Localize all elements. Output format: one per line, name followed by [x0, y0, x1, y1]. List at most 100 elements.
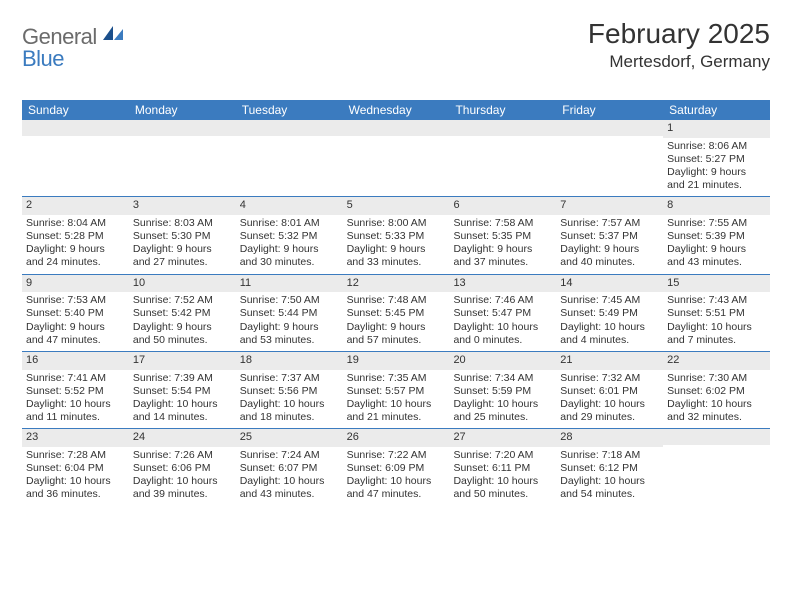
- day-body: Sunrise: 7:34 AMSunset: 5:59 PMDaylight:…: [449, 370, 556, 429]
- sunset-text: Sunset: 6:06 PM: [133, 462, 232, 475]
- sunset-text: Sunset: 5:30 PM: [133, 230, 232, 243]
- weeks-container: 1Sunrise: 8:06 AMSunset: 5:27 PMDaylight…: [22, 120, 770, 505]
- day-cell: 21Sunrise: 7:32 AMSunset: 6:01 PMDayligh…: [556, 352, 663, 428]
- sunrise-text: Sunrise: 7:46 AM: [453, 294, 552, 307]
- sunset-text: Sunset: 6:01 PM: [560, 385, 659, 398]
- sunset-text: Sunset: 5:32 PM: [240, 230, 339, 243]
- day-cell: [663, 429, 770, 505]
- day-number: 10: [129, 275, 236, 293]
- weekday-monday: Monday: [129, 100, 236, 120]
- day-body: Sunrise: 7:37 AMSunset: 5:56 PMDaylight:…: [236, 370, 343, 429]
- day-cell: [22, 120, 129, 196]
- day-number: 20: [449, 352, 556, 370]
- daylight-text: Daylight: 9 hours and 43 minutes.: [667, 243, 766, 269]
- day-cell: 6Sunrise: 7:58 AMSunset: 5:35 PMDaylight…: [449, 197, 556, 273]
- page-header: General February 2025 Mertesdorf, German…: [22, 18, 770, 72]
- daylight-text: Daylight: 10 hours and 0 minutes.: [453, 321, 552, 347]
- day-number: 21: [556, 352, 663, 370]
- day-cell: 27Sunrise: 7:20 AMSunset: 6:11 PMDayligh…: [449, 429, 556, 505]
- sunset-text: Sunset: 5:37 PM: [560, 230, 659, 243]
- day-cell: 15Sunrise: 7:43 AMSunset: 5:51 PMDayligh…: [663, 275, 770, 351]
- day-cell: 20Sunrise: 7:34 AMSunset: 5:59 PMDayligh…: [449, 352, 556, 428]
- daylight-text: Daylight: 10 hours and 11 minutes.: [26, 398, 125, 424]
- day-number: [129, 120, 236, 136]
- day-body: Sunrise: 7:32 AMSunset: 6:01 PMDaylight:…: [556, 370, 663, 429]
- sunrise-text: Sunrise: 7:26 AM: [133, 449, 232, 462]
- day-body: Sunrise: 7:22 AMSunset: 6:09 PMDaylight:…: [343, 447, 450, 506]
- weekday-tuesday: Tuesday: [236, 100, 343, 120]
- day-number: [236, 120, 343, 136]
- daylight-text: Daylight: 9 hours and 37 minutes.: [453, 243, 552, 269]
- day-body: Sunrise: 7:50 AMSunset: 5:44 PMDaylight:…: [236, 292, 343, 351]
- day-cell: [343, 120, 450, 196]
- week-row: 9Sunrise: 7:53 AMSunset: 5:40 PMDaylight…: [22, 274, 770, 351]
- month-title: February 2025: [588, 18, 770, 50]
- calendar-grid: Sunday Monday Tuesday Wednesday Thursday…: [22, 100, 770, 505]
- sunrise-text: Sunrise: 7:52 AM: [133, 294, 232, 307]
- day-number: 18: [236, 352, 343, 370]
- day-cell: 23Sunrise: 7:28 AMSunset: 6:04 PMDayligh…: [22, 429, 129, 505]
- sunset-text: Sunset: 6:09 PM: [347, 462, 446, 475]
- day-cell: 8Sunrise: 7:55 AMSunset: 5:39 PMDaylight…: [663, 197, 770, 273]
- sunset-text: Sunset: 6:07 PM: [240, 462, 339, 475]
- day-cell: 9Sunrise: 7:53 AMSunset: 5:40 PMDaylight…: [22, 275, 129, 351]
- day-cell: 7Sunrise: 7:57 AMSunset: 5:37 PMDaylight…: [556, 197, 663, 273]
- day-body: [663, 445, 770, 451]
- day-body: Sunrise: 7:52 AMSunset: 5:42 PMDaylight:…: [129, 292, 236, 351]
- day-body: Sunrise: 7:46 AMSunset: 5:47 PMDaylight:…: [449, 292, 556, 351]
- sunrise-text: Sunrise: 7:20 AM: [453, 449, 552, 462]
- day-cell: 10Sunrise: 7:52 AMSunset: 5:42 PMDayligh…: [129, 275, 236, 351]
- sunset-text: Sunset: 5:56 PM: [240, 385, 339, 398]
- sunrise-text: Sunrise: 8:04 AM: [26, 217, 125, 230]
- day-cell: 11Sunrise: 7:50 AMSunset: 5:44 PMDayligh…: [236, 275, 343, 351]
- daylight-text: Daylight: 10 hours and 39 minutes.: [133, 475, 232, 501]
- day-number: 8: [663, 197, 770, 215]
- sunset-text: Sunset: 5:57 PM: [347, 385, 446, 398]
- daylight-text: Daylight: 9 hours and 30 minutes.: [240, 243, 339, 269]
- day-body: Sunrise: 7:57 AMSunset: 5:37 PMDaylight:…: [556, 215, 663, 274]
- weekday-sunday: Sunday: [22, 100, 129, 120]
- day-body: Sunrise: 8:03 AMSunset: 5:30 PMDaylight:…: [129, 215, 236, 274]
- day-number: 24: [129, 429, 236, 447]
- brand-part2: Blue: [22, 46, 64, 71]
- daylight-text: Daylight: 9 hours and 27 minutes.: [133, 243, 232, 269]
- day-cell: 14Sunrise: 7:45 AMSunset: 5:49 PMDayligh…: [556, 275, 663, 351]
- sunset-text: Sunset: 6:04 PM: [26, 462, 125, 475]
- day-body: [129, 136, 236, 142]
- day-number: [343, 120, 450, 136]
- day-cell: 22Sunrise: 7:30 AMSunset: 6:02 PMDayligh…: [663, 352, 770, 428]
- sunrise-text: Sunrise: 7:50 AM: [240, 294, 339, 307]
- sail-icon: [101, 24, 125, 42]
- day-cell: 25Sunrise: 7:24 AMSunset: 6:07 PMDayligh…: [236, 429, 343, 505]
- weekday-saturday: Saturday: [663, 100, 770, 120]
- day-cell: 3Sunrise: 8:03 AMSunset: 5:30 PMDaylight…: [129, 197, 236, 273]
- day-body: Sunrise: 7:30 AMSunset: 6:02 PMDaylight:…: [663, 370, 770, 429]
- day-number: 26: [343, 429, 450, 447]
- day-cell: [449, 120, 556, 196]
- sunrise-text: Sunrise: 7:53 AM: [26, 294, 125, 307]
- day-number: 28: [556, 429, 663, 447]
- daylight-text: Daylight: 10 hours and 36 minutes.: [26, 475, 125, 501]
- sunrise-text: Sunrise: 8:01 AM: [240, 217, 339, 230]
- day-number: 2: [22, 197, 129, 215]
- day-cell: 28Sunrise: 7:18 AMSunset: 6:12 PMDayligh…: [556, 429, 663, 505]
- sunrise-text: Sunrise: 7:35 AM: [347, 372, 446, 385]
- day-cell: 13Sunrise: 7:46 AMSunset: 5:47 PMDayligh…: [449, 275, 556, 351]
- sunset-text: Sunset: 5:40 PM: [26, 307, 125, 320]
- day-body: Sunrise: 7:48 AMSunset: 5:45 PMDaylight:…: [343, 292, 450, 351]
- sunset-text: Sunset: 5:59 PM: [453, 385, 552, 398]
- daylight-text: Daylight: 9 hours and 50 minutes.: [133, 321, 232, 347]
- daylight-text: Daylight: 10 hours and 47 minutes.: [347, 475, 446, 501]
- weekday-header-row: Sunday Monday Tuesday Wednesday Thursday…: [22, 100, 770, 120]
- sunrise-text: Sunrise: 7:45 AM: [560, 294, 659, 307]
- day-body: Sunrise: 7:41 AMSunset: 5:52 PMDaylight:…: [22, 370, 129, 429]
- day-number: 14: [556, 275, 663, 293]
- daylight-text: Daylight: 10 hours and 4 minutes.: [560, 321, 659, 347]
- day-number: 15: [663, 275, 770, 293]
- day-body: Sunrise: 7:18 AMSunset: 6:12 PMDaylight:…: [556, 447, 663, 506]
- sunrise-text: Sunrise: 7:24 AM: [240, 449, 339, 462]
- day-number: 23: [22, 429, 129, 447]
- day-cell: 4Sunrise: 8:01 AMSunset: 5:32 PMDaylight…: [236, 197, 343, 273]
- day-body: [343, 136, 450, 142]
- day-body: Sunrise: 8:01 AMSunset: 5:32 PMDaylight:…: [236, 215, 343, 274]
